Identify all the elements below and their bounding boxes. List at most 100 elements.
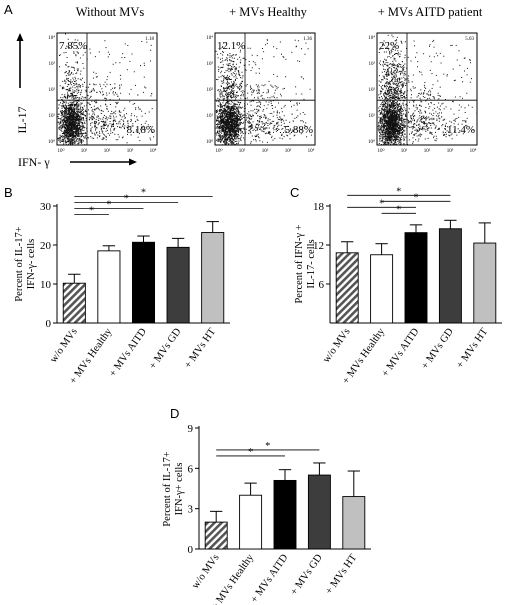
bar [204, 521, 228, 550]
bar [97, 250, 121, 324]
flow-ytick-label: 10² [49, 87, 56, 93]
y-axis-label-line: Percent of IFN-γ + [294, 224, 305, 303]
significance-star: * [265, 441, 270, 452]
flow-frame [214, 32, 316, 146]
bar [131, 241, 156, 324]
significance-star: * [396, 204, 401, 215]
bar [438, 228, 462, 324]
bar [473, 242, 497, 324]
quadrant-lower-right-value: 11.4% [447, 124, 475, 136]
x-tick-label: + MVs AITD [249, 552, 291, 605]
flow-ytick-label: 10¹ [207, 113, 214, 119]
bar [201, 232, 225, 324]
y-tick-label: 0 [46, 318, 52, 330]
flow-ytick-label: 10⁰ [368, 139, 375, 145]
bar [404, 232, 428, 324]
x-tick-label: + MVs HT [324, 552, 360, 597]
flow-ylabel: IL-17 [15, 106, 29, 133]
bar [166, 246, 190, 324]
bar [370, 254, 394, 324]
y-axis-label-line: IFN-γ+ cells [174, 463, 185, 516]
panel-letter-a: A [4, 2, 13, 17]
flow-ytick-label: 10³ [207, 61, 214, 67]
x-tick-label: w/o MVs [48, 326, 80, 365]
significance-star: * [106, 200, 111, 211]
quadrant-upper-left-value: 7.85% [59, 40, 87, 52]
y-axis-label-line: Percent of IL-17+ [162, 451, 173, 526]
y-axis-label-line: IFN-γ- cells [26, 239, 37, 289]
y-axis-label: Percent of IL-17+IFN-γ- cells [14, 226, 37, 301]
flow-ytick-label: 10³ [369, 61, 376, 67]
significance-star: * [396, 186, 401, 197]
quadrant-upper-right-value: 1.36 [303, 37, 312, 42]
bar-chart-d: 0 3 6 9 Percent of IL-17+IFN-γ+ cells w/o MVs… [162, 423, 371, 605]
significance-star: * [414, 192, 419, 203]
flow-y-arrowhead [16, 33, 24, 41]
x-tick-label: + MVs AITD [380, 326, 422, 379]
flow-frame [56, 32, 158, 146]
flow-title-healthy: + MVs Healthy [229, 5, 308, 19]
x-tick-label: + MVs GD [289, 552, 325, 597]
flow-ytick-label: 10³ [49, 61, 56, 67]
flow-xtick-label: 10² [104, 148, 111, 154]
x-tick-label: + MVs GD [420, 326, 456, 371]
dot-cloud [215, 39, 312, 146]
flow-ytick-label: 10⁰ [48, 139, 55, 145]
flow-xtick-label: 10³ [127, 148, 134, 154]
flow-xtick-label: 10² [424, 148, 431, 154]
x-tick-label: + MVs GD [147, 326, 183, 371]
quadrant-upper-right-value: 5.03 [465, 37, 474, 42]
x-tick-label: + MVs AITD [107, 326, 149, 379]
panel-letter-c: C [290, 185, 299, 200]
flow-ytick-label: 10¹ [49, 113, 56, 119]
flow-xtick-label: 10⁴ [308, 148, 315, 154]
flow-ytick-label: 10⁰ [206, 139, 213, 145]
flow-xtick-label: 10⁰ [57, 148, 64, 154]
flow-ytick-label: 10² [369, 87, 376, 93]
significance-star: * [141, 188, 146, 199]
y-tick-label: 20 [40, 240, 52, 252]
x-tick-label: + MVs HT [455, 326, 491, 371]
y-tick-label: 6 [188, 463, 194, 475]
bar [307, 474, 331, 550]
x-tick-label: w/o MVs [190, 552, 222, 591]
quadrant-lower-left-value: 61.6 [379, 139, 388, 144]
y-tick-label: 30 [40, 201, 52, 213]
bar [62, 282, 86, 324]
flow-xtick-label: 10⁰ [377, 148, 384, 154]
flow-xtick-label: 10¹ [81, 148, 88, 154]
flow-xtick-label: 10² [262, 148, 269, 154]
dot-cloud [377, 34, 478, 146]
flow-xtick-label: 10³ [285, 148, 292, 154]
quadrant-upper-right-value: 1.18 [145, 37, 154, 42]
significance-star: * [248, 447, 253, 458]
y-tick-label: 3 [188, 504, 194, 516]
flow-ytick-label: 10⁴ [206, 35, 213, 41]
flow-xlabel: IFN- γ [18, 155, 50, 169]
flow-frame [376, 32, 478, 146]
flow-title-without: Without MVs [76, 5, 145, 19]
bar [335, 252, 359, 324]
y-tick-label: 6 [319, 279, 325, 291]
y-tick-label: 18 [313, 201, 325, 213]
x-tick-label: w/o MVs [321, 326, 353, 365]
quadrant-lower-right-value: 8.18% [127, 124, 155, 136]
significance-star: * [124, 194, 129, 205]
bar [342, 496, 366, 550]
x-tick-label: + MVs HT [183, 326, 219, 371]
flow-xtick-label: 10³ [447, 148, 454, 154]
bar-chart-b: 0 10 20 30 Percent of IL-17+IFN-γ- cells w/o … [14, 188, 230, 386]
y-axis-label: Percent of IFN-γ +IL-17- cells [294, 224, 317, 303]
quadrant-lower-left-value: 82 [59, 139, 65, 144]
flow-ytick-label: 10⁴ [48, 35, 55, 41]
bar [273, 479, 297, 550]
panel-letter-d: D [170, 406, 179, 421]
flow-ytick-label: 10² [207, 87, 214, 93]
y-tick-label: 9 [188, 423, 194, 435]
flow-xtick-label: 10¹ [239, 148, 246, 154]
flow-xtick-label: 10⁴ [470, 148, 477, 154]
